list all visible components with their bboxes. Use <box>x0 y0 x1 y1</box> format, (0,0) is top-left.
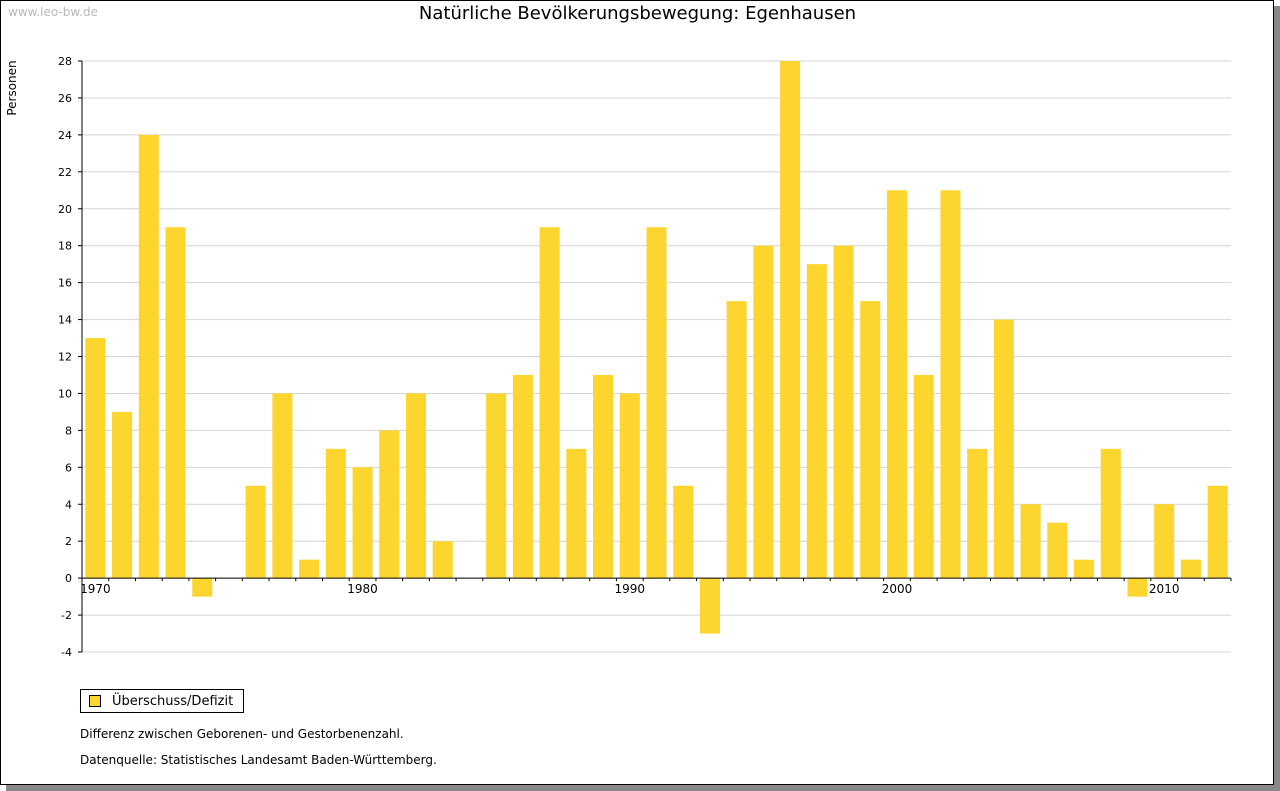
bar <box>512 374 533 579</box>
bar <box>753 245 774 579</box>
y-tick-label: 4 <box>65 498 72 511</box>
bar <box>245 485 266 579</box>
bar <box>1207 485 1228 579</box>
bar <box>112 411 133 579</box>
bar <box>1100 448 1121 579</box>
x-tick-label: 1970 <box>80 582 111 596</box>
chart-title: Natürliche Bevölkerungsbewegung: Egenhau… <box>418 3 857 24</box>
watermark: www.leo-bw.de <box>8 5 98 19</box>
bar <box>913 374 934 579</box>
bar <box>325 448 346 579</box>
bar <box>299 559 320 579</box>
bar <box>1047 522 1068 579</box>
y-tick-label: 24 <box>58 129 72 142</box>
bar <box>940 190 961 579</box>
legend: Überschuss/Defizit <box>80 689 245 713</box>
bar <box>699 578 720 634</box>
y-axis-label: Personen <box>5 60 19 115</box>
y-tick-label: -4 <box>61 646 72 659</box>
bar <box>780 61 801 579</box>
bar <box>539 227 560 579</box>
bar <box>886 190 908 579</box>
bar <box>1180 559 1201 579</box>
bar <box>993 319 1014 579</box>
x-tick-label: 2000 <box>882 582 913 596</box>
y-tick-label: 16 <box>58 277 72 290</box>
bar <box>405 393 427 579</box>
y-tick-label: 10 <box>58 387 72 400</box>
y-tick-label: 2 <box>65 535 72 548</box>
bar <box>619 393 640 579</box>
y-tick-label: 8 <box>65 424 72 437</box>
bar <box>486 393 507 579</box>
bar <box>1127 578 1148 597</box>
bar <box>967 448 988 579</box>
y-tick-label: 26 <box>58 92 72 105</box>
legend-label: Überschuss/Defizit <box>112 693 234 709</box>
y-tick-label: 6 <box>65 461 72 474</box>
bar <box>1074 559 1095 579</box>
bar <box>833 245 854 579</box>
bar <box>379 430 400 579</box>
bar <box>726 301 747 579</box>
bar <box>646 227 667 579</box>
bar <box>860 301 881 579</box>
bar <box>352 467 373 579</box>
bar <box>272 393 293 579</box>
bar <box>1154 504 1175 579</box>
x-tick-label: 1990 <box>615 582 646 596</box>
bars <box>85 61 1228 634</box>
bar <box>432 541 453 579</box>
bar <box>673 485 694 579</box>
bar <box>192 578 213 597</box>
bar <box>806 264 827 579</box>
y-tick-label: -2 <box>61 609 72 622</box>
bar <box>1020 504 1041 579</box>
y-tick-label: 18 <box>58 240 72 253</box>
source-note: Datenquelle: Statistisches Landesamt Bad… <box>80 753 437 767</box>
axes <box>78 60 1232 653</box>
y-tick-label: 12 <box>58 351 72 364</box>
bar <box>138 134 159 579</box>
y-tick-label: 22 <box>58 166 72 179</box>
bar <box>593 374 614 579</box>
legend-swatch <box>89 695 101 707</box>
difference-note: Differenz zwischen Geborenen- und Gestor… <box>80 727 404 741</box>
bar <box>165 227 186 579</box>
y-tick-label: 28 <box>58 55 72 68</box>
x-tick-label: 2010 <box>1149 582 1180 596</box>
y-tick-label: 14 <box>58 314 72 327</box>
bar <box>566 448 587 579</box>
bar <box>85 338 106 579</box>
x-tick-labels: 1970 1980 1990 2000 2010 <box>80 582 1179 596</box>
y-tick-label: 0 <box>65 572 72 585</box>
x-tick-label: 1980 <box>347 582 378 596</box>
y-tick-label: 20 <box>58 203 72 216</box>
